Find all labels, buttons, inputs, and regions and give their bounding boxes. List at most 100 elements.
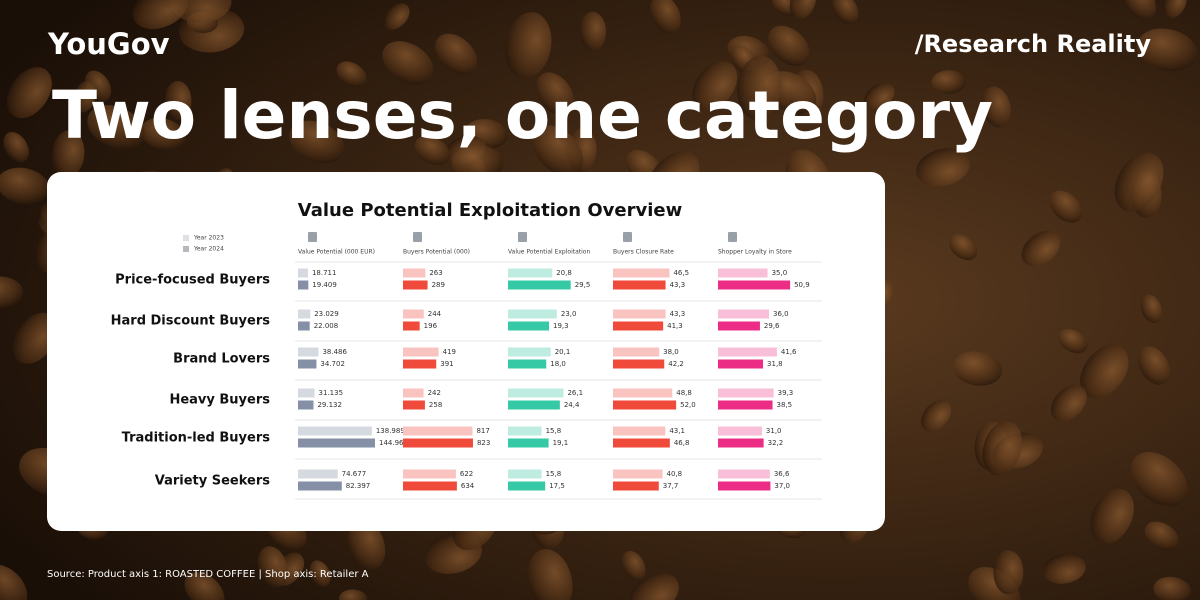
bean (579, 11, 607, 51)
bean (952, 351, 1002, 386)
value-label: 15,8 (546, 427, 562, 435)
value-label: 20,1 (555, 348, 571, 356)
bean (1042, 553, 1086, 584)
bar (403, 359, 437, 369)
value-label: 622 (460, 470, 473, 478)
bean (309, 560, 331, 588)
value-label: 138.989 (376, 427, 405, 435)
value-label: 419 (443, 348, 456, 356)
source: Source: Product axis 1: ROASTED COFFEE |… (47, 569, 369, 580)
bar (508, 469, 542, 479)
value-label: 43,1 (669, 427, 685, 435)
bean (1021, 230, 1061, 267)
bean (1130, 452, 1188, 507)
bean (629, 573, 679, 600)
value-label: 41,3 (667, 322, 683, 330)
bean (1144, 521, 1179, 551)
value-label: 36,0 (773, 310, 789, 318)
tagline: /Research Reality (915, 30, 1152, 58)
bean (289, 120, 345, 164)
bar (718, 347, 777, 357)
value-label: 29,5 (575, 281, 591, 289)
row-label: Hard Discount Buyers (111, 314, 271, 329)
bean (339, 589, 368, 600)
bean (0, 167, 50, 205)
column-header: Buyers Potential (000) (403, 249, 470, 256)
bar (718, 481, 771, 491)
bean (51, 130, 85, 178)
bean (621, 550, 646, 581)
bar (718, 309, 769, 319)
value-label: 46,8 (674, 439, 690, 447)
bar (718, 426, 762, 436)
value-label: 82.397 (346, 482, 371, 490)
bean (140, 117, 186, 151)
bar (508, 481, 546, 491)
bar (298, 280, 309, 290)
bean (184, 572, 225, 600)
value-label: 634 (461, 482, 475, 490)
bar (403, 321, 420, 331)
header-icon (413, 232, 422, 242)
bean (1123, 0, 1157, 20)
bean (650, 0, 681, 34)
bean (768, 25, 810, 67)
bean (949, 234, 978, 261)
bean (164, 80, 192, 120)
logo: YouGov (47, 27, 170, 61)
value-label: 39,3 (778, 389, 794, 397)
bar (403, 280, 428, 290)
value-label: 20,8 (556, 269, 572, 277)
chart-title: Value Potential Exploitation Overview (298, 200, 682, 221)
bar (613, 438, 670, 448)
column-header: Value Potential Exploitation (508, 249, 590, 256)
value-label: 23.029 (314, 310, 339, 318)
bean (132, 0, 189, 30)
value-label: 19,3 (553, 322, 569, 330)
bean (87, 105, 145, 150)
value-label: 31,0 (766, 427, 782, 435)
value-label: 817 (476, 427, 489, 435)
bar (508, 400, 560, 410)
bean (1136, 28, 1198, 72)
bar (298, 359, 317, 369)
bean (921, 400, 952, 432)
bean (336, 61, 367, 88)
bar (613, 321, 664, 331)
value-label: 15,8 (546, 470, 562, 478)
value-label: 29.132 (317, 401, 342, 409)
value-label: 37,0 (774, 482, 790, 490)
row-label: Heavy Buyers (169, 393, 270, 408)
bar (298, 400, 314, 410)
bar (508, 280, 571, 290)
bar (508, 309, 557, 319)
value-label: 38,0 (663, 348, 679, 356)
bean (1050, 384, 1087, 422)
slide-title: Two lenses, one category (52, 77, 993, 154)
row-label: Brand Lovers (173, 352, 270, 367)
value-label: 31,8 (767, 360, 783, 368)
bean (1140, 294, 1163, 323)
bar (403, 438, 473, 448)
bar (718, 388, 774, 398)
bar (403, 388, 424, 398)
bar (508, 321, 550, 331)
bar (613, 481, 659, 491)
bar (298, 388, 315, 398)
value-label: 29,6 (764, 322, 780, 330)
bean (527, 549, 573, 600)
value-label: 40,8 (667, 470, 683, 478)
bean (982, 421, 1023, 476)
bean (1138, 346, 1170, 385)
bean (6, 67, 52, 119)
bar (403, 268, 426, 278)
header-icon (308, 232, 317, 242)
bean (1058, 328, 1088, 354)
bean (916, 148, 970, 187)
bar (613, 347, 660, 357)
header-icon (728, 232, 737, 242)
value-label: 32,2 (768, 439, 784, 447)
bar (718, 400, 773, 410)
